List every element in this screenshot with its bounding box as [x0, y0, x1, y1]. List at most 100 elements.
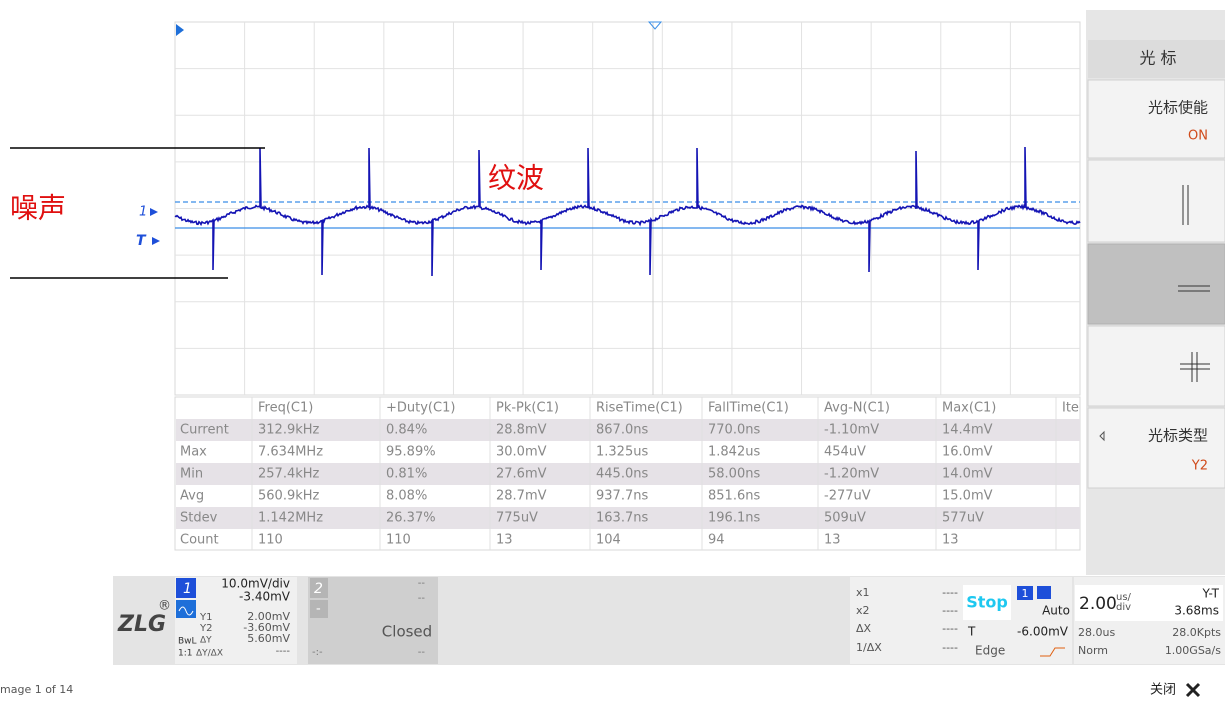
- close-label[interactable]: 关闭: [1150, 683, 1176, 698]
- status-text: --: [418, 578, 426, 589]
- table-cell: -1.20mV: [824, 467, 879, 482]
- table-cell: 16.0mV: [942, 445, 993, 460]
- menu-item[interactable]: [1087, 79, 1225, 159]
- table-cell: 0.84%: [386, 423, 427, 438]
- status-text: 1.00GSa/s: [1165, 644, 1221, 657]
- status-text: x2: [856, 604, 870, 617]
- status-text: 3.68ms: [1174, 604, 1219, 618]
- trigger-marker: T: [136, 233, 147, 249]
- table-cell: 196.1ns: [708, 511, 760, 526]
- status-text: 2.00: [1079, 594, 1117, 614]
- table-cell: 851.6ns: [708, 489, 760, 504]
- trigger-arrow: [152, 237, 160, 245]
- page-indicator: mage 1 of 14: [0, 683, 73, 696]
- table-cell: 312.9kHz: [258, 423, 320, 438]
- status-text: Norm: [1078, 644, 1108, 657]
- table-cell: -1.10mV: [824, 423, 879, 438]
- table-cell: 58.00ns: [708, 467, 760, 482]
- ch2-badge: [310, 578, 328, 598]
- ch1-icon: [176, 600, 196, 618]
- status-text: Y2: [199, 623, 212, 634]
- status-text: 1/ΔX: [856, 641, 882, 654]
- menu-item[interactable]: [1087, 407, 1225, 489]
- table-header: Freq(C1): [258, 401, 313, 416]
- table-cell: 14.0mV: [942, 467, 993, 482]
- status-text: Stop: [966, 593, 1008, 612]
- menu-item-selected[interactable]: [1087, 243, 1225, 325]
- table-header: Pk-Pk(C1): [496, 401, 559, 416]
- table-cell: 28.8mV: [496, 423, 547, 438]
- table-header: RiseTime(C1): [596, 401, 683, 416]
- table-cell: 27.6mV: [496, 467, 547, 482]
- menu-item[interactable]: [1087, 325, 1225, 407]
- ch2-panel[interactable]: [308, 577, 438, 664]
- status-text: 28.0Kpts: [1172, 626, 1221, 639]
- table-cell: Current: [180, 423, 229, 438]
- status-text: 5.60mV: [247, 632, 290, 645]
- ch1-arrow: [150, 208, 158, 216]
- side-menu: 光 标 光标使能 ON 光标类型 Y2: [1086, 10, 1225, 575]
- icon: [1099, 430, 1105, 442]
- status-text: BwL: [178, 637, 197, 647]
- timebase-box: [1075, 585, 1223, 621]
- status-text: 1:1: [178, 649, 192, 659]
- ch1-num: 1: [183, 581, 192, 597]
- menu-header: [1088, 40, 1225, 78]
- wave-icon: [178, 606, 194, 616]
- noise-label: 噪声: [10, 192, 66, 225]
- table-cell: 13: [824, 533, 841, 548]
- table-cell: 28.7mV: [496, 489, 547, 504]
- menu-label: 光标使能: [1148, 99, 1208, 117]
- status-text: 2.00mV: [247, 610, 290, 623]
- table-header: +Duty(C1): [386, 401, 455, 416]
- table-cell: 445.0ns: [596, 467, 648, 482]
- table-row-bg: [176, 507, 1080, 529]
- display-icon: [1037, 586, 1051, 599]
- table-cell: 577uV: [942, 511, 984, 526]
- table-cell: 15.0mV: [942, 489, 993, 504]
- table-cell: 94: [708, 533, 725, 548]
- run-box[interactable]: [963, 585, 1011, 620]
- status-text: --: [418, 593, 426, 604]
- logo: ZLG: [117, 612, 166, 637]
- status-text: us/: [1116, 592, 1132, 603]
- close-icon[interactable]: [1185, 682, 1201, 698]
- ch1-marker: 1: [139, 205, 147, 220]
- table-cell: 163.7ns: [596, 511, 648, 526]
- table-cell: 110: [386, 533, 411, 548]
- status-text: --: [418, 647, 426, 658]
- status-text: 2: [314, 581, 323, 597]
- table-row-bg: [176, 463, 1080, 485]
- table-cell: 257.4kHz: [258, 467, 320, 482]
- source-badge: [1017, 586, 1033, 600]
- table-cell: Stdev: [180, 511, 218, 526]
- table-cell: 1.842us: [708, 445, 760, 460]
- menu-item[interactable]: [1087, 159, 1225, 243]
- status-text: x1: [856, 586, 870, 599]
- table-row-bg: [176, 419, 1080, 441]
- status-text: 1: [1022, 587, 1029, 600]
- table-cell: 7.634MHz: [258, 445, 323, 460]
- status-text: 10.0mV/div: [221, 577, 290, 591]
- table-cell: -277uV: [824, 489, 871, 504]
- table-header: Ite: [1062, 401, 1079, 416]
- status-text: div: [1116, 602, 1131, 613]
- menu-title: 光 标: [1139, 49, 1176, 68]
- status-text: Edge: [975, 644, 1005, 658]
- status-text: ΔY/ΔX: [196, 649, 223, 659]
- table-cell: Min: [180, 467, 203, 482]
- table-cell: 454uV: [824, 445, 866, 460]
- status-text: -6.00mV: [1017, 625, 1069, 639]
- status-text: ----: [942, 641, 958, 654]
- table-cell: Max: [180, 445, 207, 460]
- table-header: Avg-N(C1): [824, 401, 890, 416]
- status-text: ----: [942, 622, 958, 635]
- table-cell: 0.81%: [386, 467, 427, 482]
- waveform: [174, 146, 1081, 277]
- ch1-badge: [176, 578, 196, 598]
- table-cell: 867.0ns: [596, 423, 648, 438]
- table-header: FallTime(C1): [708, 401, 789, 416]
- status-text: T: [967, 625, 976, 639]
- status-text: -:-: [312, 647, 323, 658]
